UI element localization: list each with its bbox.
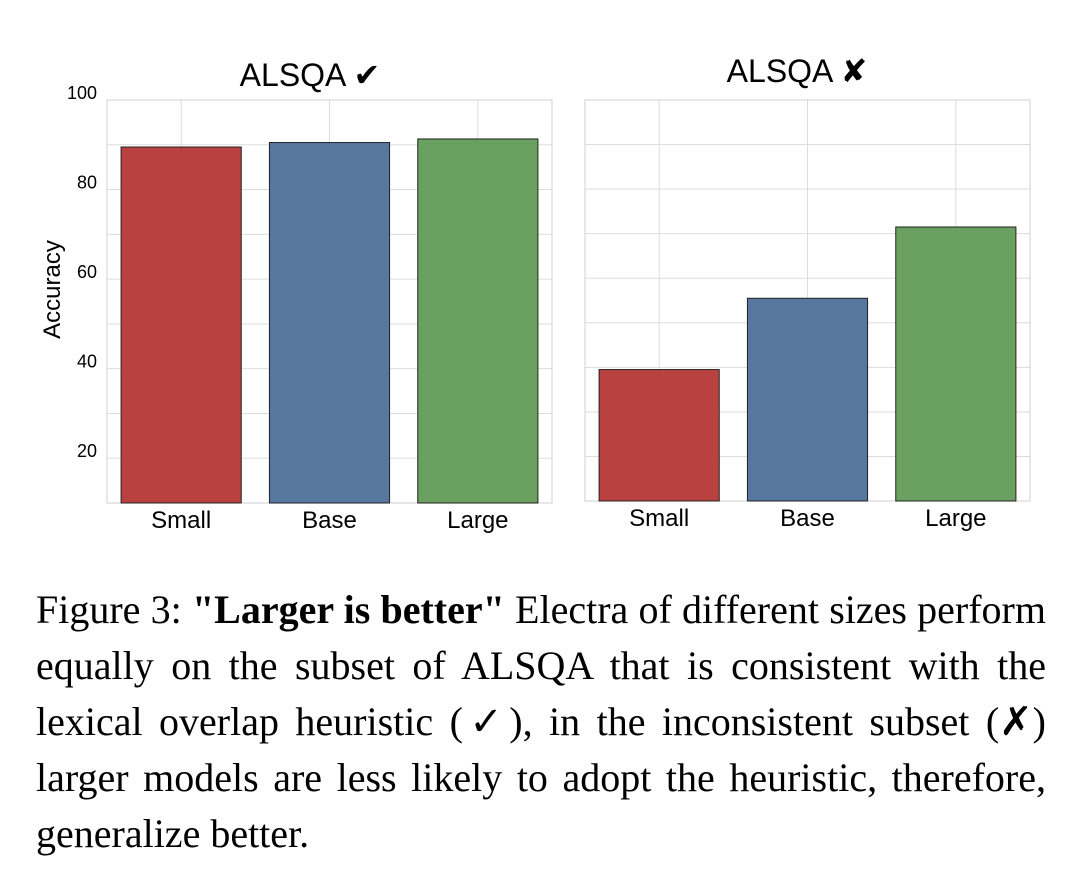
chart-title: ALSQA ✘ [727, 53, 868, 89]
chart-panel-1: Small Base Large 20 40 60 80 100 Accuracy ALSQA ✔ [39, 57, 553, 534]
y-tick-label: 100 [67, 83, 97, 103]
category-label: Base [302, 507, 357, 534]
bar-base [268, 142, 391, 504]
chart-panel-2: Small Base Large ALSQA ✘ [584, 53, 1031, 532]
y-axis-label: Accuracy [39, 240, 66, 339]
y-tick-label: 80 [77, 173, 97, 193]
caption-bold: "Larger is better" [191, 587, 505, 632]
y-tick-label: 20 [77, 441, 97, 461]
category-label: Small [629, 505, 689, 532]
bar-base [746, 297, 869, 502]
figure: Small Base Large 20 40 60 80 100 Accuracy ALSQA ✔… [39, 53, 1031, 534]
figure-caption: Figure 3: "Larger is better" Electra of … [36, 582, 1046, 862]
bar-large [895, 226, 1017, 502]
chart-figure: Small Base Large 20 40 60 80 100 Accuracy ALSQA ✔… [39, 53, 1031, 534]
caption-text: Electra of different sizes perform equal… [36, 587, 1046, 856]
chart-title: ALSQA ✔ [240, 57, 381, 93]
bar-large [417, 138, 539, 504]
bar-small [120, 146, 242, 504]
category-label: Large [925, 505, 986, 532]
y-tick-label: 60 [77, 262, 97, 282]
category-label: Base [780, 505, 835, 532]
caption-label: Figure 3: [36, 587, 192, 632]
category-label: Large [447, 507, 508, 534]
category-label: Small [151, 507, 211, 534]
y-tick-label: 40 [77, 352, 97, 372]
bar-small [598, 369, 720, 502]
